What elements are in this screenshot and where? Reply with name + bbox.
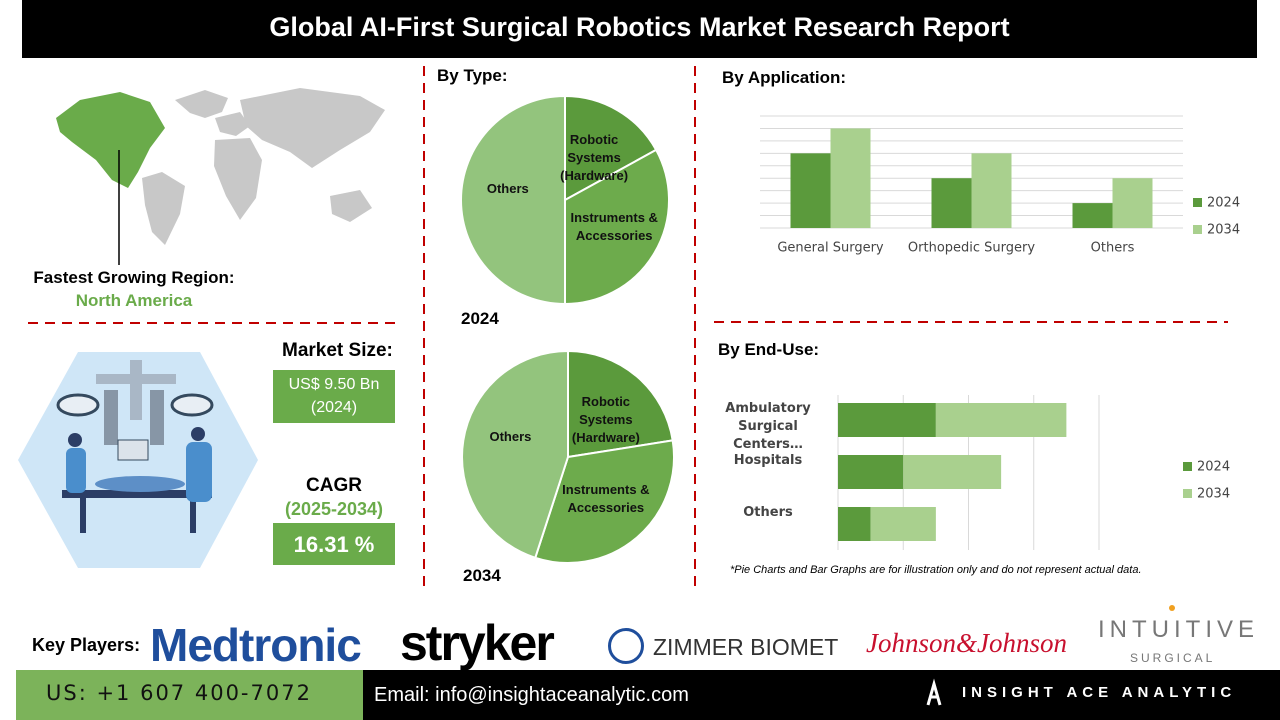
bar-segment [903, 455, 1002, 489]
legend-label: 2034 [1207, 223, 1240, 238]
pie-slice [564, 148, 670, 306]
logo-medtronic: Medtronic [150, 619, 362, 671]
legend-swatch [1193, 225, 1202, 234]
x-tick-label: Others [1091, 241, 1135, 256]
legend-swatch [1183, 462, 1192, 471]
cagr-box [273, 523, 395, 565]
bar [931, 178, 972, 228]
bar [830, 128, 871, 228]
footnote: *Pie Charts and Bar Graphs are for illus… [730, 564, 1142, 576]
bar-segment [838, 507, 871, 541]
legend-swatch [1183, 489, 1192, 498]
x-tick-label: Orthopedic Surgery [908, 241, 1035, 256]
pie-slice [533, 439, 675, 564]
y-tick-label: Others [743, 505, 793, 520]
surgery-illustration [56, 360, 214, 533]
logo-surgical: SURGICAL [1130, 651, 1216, 665]
brand-icon [926, 678, 942, 706]
legend-swatch [1193, 198, 1202, 207]
legend-label: 2024 [1197, 460, 1230, 475]
bar [790, 153, 831, 228]
bar-segment [838, 455, 904, 489]
north-america [56, 92, 165, 188]
region-value: North America [75, 291, 193, 310]
chart-title: By Application: [722, 68, 847, 87]
region-label: Fastest Growing Region: [33, 268, 235, 287]
legend-label: 2034 [1197, 487, 1230, 502]
world-map [142, 88, 385, 245]
logo-jnj: Johnson&Johnson [866, 628, 1067, 658]
phone-bar [16, 670, 363, 720]
bar-segment [935, 403, 1067, 437]
pie-label: Robotic Systems (Hardware) [560, 131, 629, 183]
cagr-label: CAGR [306, 475, 362, 496]
pie-year: 2024 [461, 309, 499, 328]
x-tick-label: General Surgery [777, 241, 884, 256]
chart-title: By Type: [437, 66, 508, 85]
pie-slice [460, 94, 566, 306]
legend-label: 2024 [1207, 196, 1240, 211]
zimmer-icon [608, 628, 644, 664]
header-bar [22, 0, 1257, 58]
title: Global AI-First Surgical Robotics Market… [269, 12, 1010, 42]
logo-intuitive: INTUITIVE [1098, 616, 1260, 643]
pie-label: Robotic Systems (Hardware) [571, 393, 640, 445]
cagr-period: (2025-2034) [284, 499, 384, 519]
logo-dot [1169, 605, 1175, 611]
y-tick-label: Hospitals [733, 453, 803, 468]
market-size-year: (2024) [310, 399, 358, 416]
pie-year: 2034 [463, 566, 501, 585]
pie-label: Others [489, 428, 532, 444]
logo-zimmer: ZIMMER BIOMET [653, 634, 839, 660]
logo-stryker: stryker [400, 615, 555, 671]
email: Email: info@insightaceanalytic.com [374, 684, 689, 706]
brand: INSIGHT ACE ANALYTIC [962, 684, 1237, 701]
email-bar [363, 670, 1280, 720]
bar [1072, 203, 1113, 228]
pie-slice [564, 94, 658, 202]
pie-label: Instruments & Accessories [562, 482, 650, 516]
bar [1112, 178, 1153, 228]
key-players-label: Key Players: [32, 635, 141, 655]
pie-slice [461, 349, 569, 560]
pie-slice [567, 349, 674, 459]
dividers [28, 66, 1228, 592]
bar-segment [838, 403, 936, 437]
pie-label: Instruments & Accessories [570, 210, 658, 244]
chart-title: By End-Use: [718, 340, 820, 359]
phone: US: +1 607 400-7072 [46, 681, 312, 705]
cagr-value: 16.31 % [293, 532, 375, 557]
market-size-box [273, 370, 395, 423]
bar [971, 153, 1012, 228]
pie-label: Others [486, 181, 529, 196]
y-tick-label: Ambulatory Surgical Centers… [725, 401, 811, 452]
bar-segment [870, 507, 936, 541]
market-size-label: Market Size: [282, 340, 393, 361]
market-size-value: US$ 9.50 Bn [288, 376, 380, 393]
